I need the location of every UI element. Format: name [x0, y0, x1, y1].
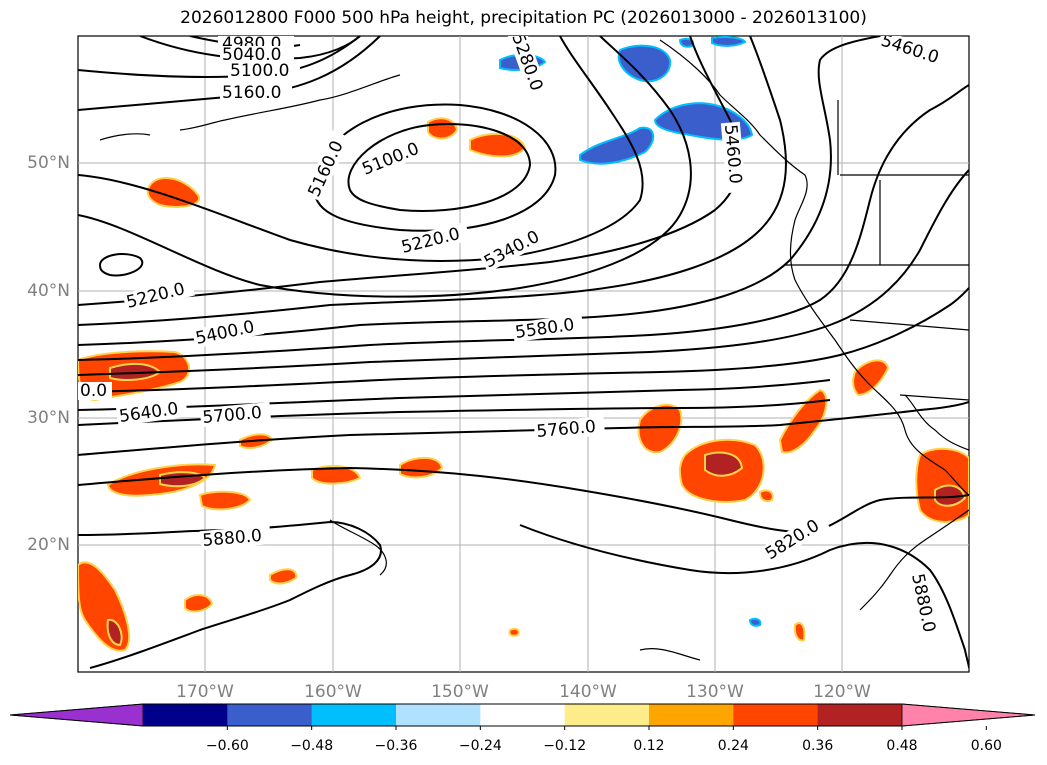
colorbar-tick-label: 0.12 — [633, 738, 665, 754]
lon-label: 120°W — [813, 682, 871, 702]
colorbar-tick-label: −0.36 — [374, 738, 418, 754]
lat-label: 50°N — [27, 153, 70, 173]
contour-label: 0.0 — [80, 381, 107, 401]
coastlines — [99, 39, 969, 661]
colorbar-tick-label: −0.24 — [458, 738, 502, 754]
colorbar-tick-label: −0.48 — [290, 738, 334, 754]
lon-label: 150°W — [431, 682, 489, 702]
lat-label: 40°N — [27, 281, 70, 301]
colorbar-extend-low — [9, 703, 144, 727]
map-title: 2026012800 F000 500 hPa height, precipit… — [180, 8, 867, 28]
colorbar-cell — [817, 704, 903, 726]
colorbar-tick-label: 0.24 — [717, 738, 749, 754]
lon-label: 170°W — [176, 682, 234, 702]
colorbar-cell — [733, 704, 819, 726]
colorbar-cell — [311, 704, 397, 726]
colorbar-tick-label: 0.60 — [970, 738, 1002, 754]
colorbar-tick-label: 0.48 — [886, 738, 918, 754]
colorbar-extend-high — [901, 703, 1036, 727]
colorbar-outline — [9, 703, 1036, 727]
contour-label: 5100.0 — [230, 61, 289, 81]
lat-label: 30°N — [27, 408, 70, 428]
colorbar-cell — [480, 704, 566, 726]
lat-label: 20°N — [27, 535, 70, 555]
lon-label: 140°W — [559, 682, 617, 702]
colorbar-tick-label: −0.12 — [543, 738, 587, 754]
lon-label: 160°W — [304, 682, 362, 702]
map-plot[interactable]: 4980.0 5040.0 5100.0 5160.0 5100.0 5160.… — [0, 0, 1047, 700]
colorbar-cell — [143, 704, 228, 726]
height-contours — [78, 36, 969, 669]
colorbar-tick-label: −0.60 — [205, 738, 249, 754]
colorbar-cell — [564, 704, 650, 726]
colorbar-tick-label: 0.36 — [802, 738, 834, 754]
colorbar-cell — [649, 704, 734, 726]
lon-label: 130°W — [686, 682, 744, 702]
colorbar-cell — [227, 704, 313, 726]
contour-label: 5160.0 — [222, 83, 281, 103]
colorbar-cell — [396, 704, 481, 726]
